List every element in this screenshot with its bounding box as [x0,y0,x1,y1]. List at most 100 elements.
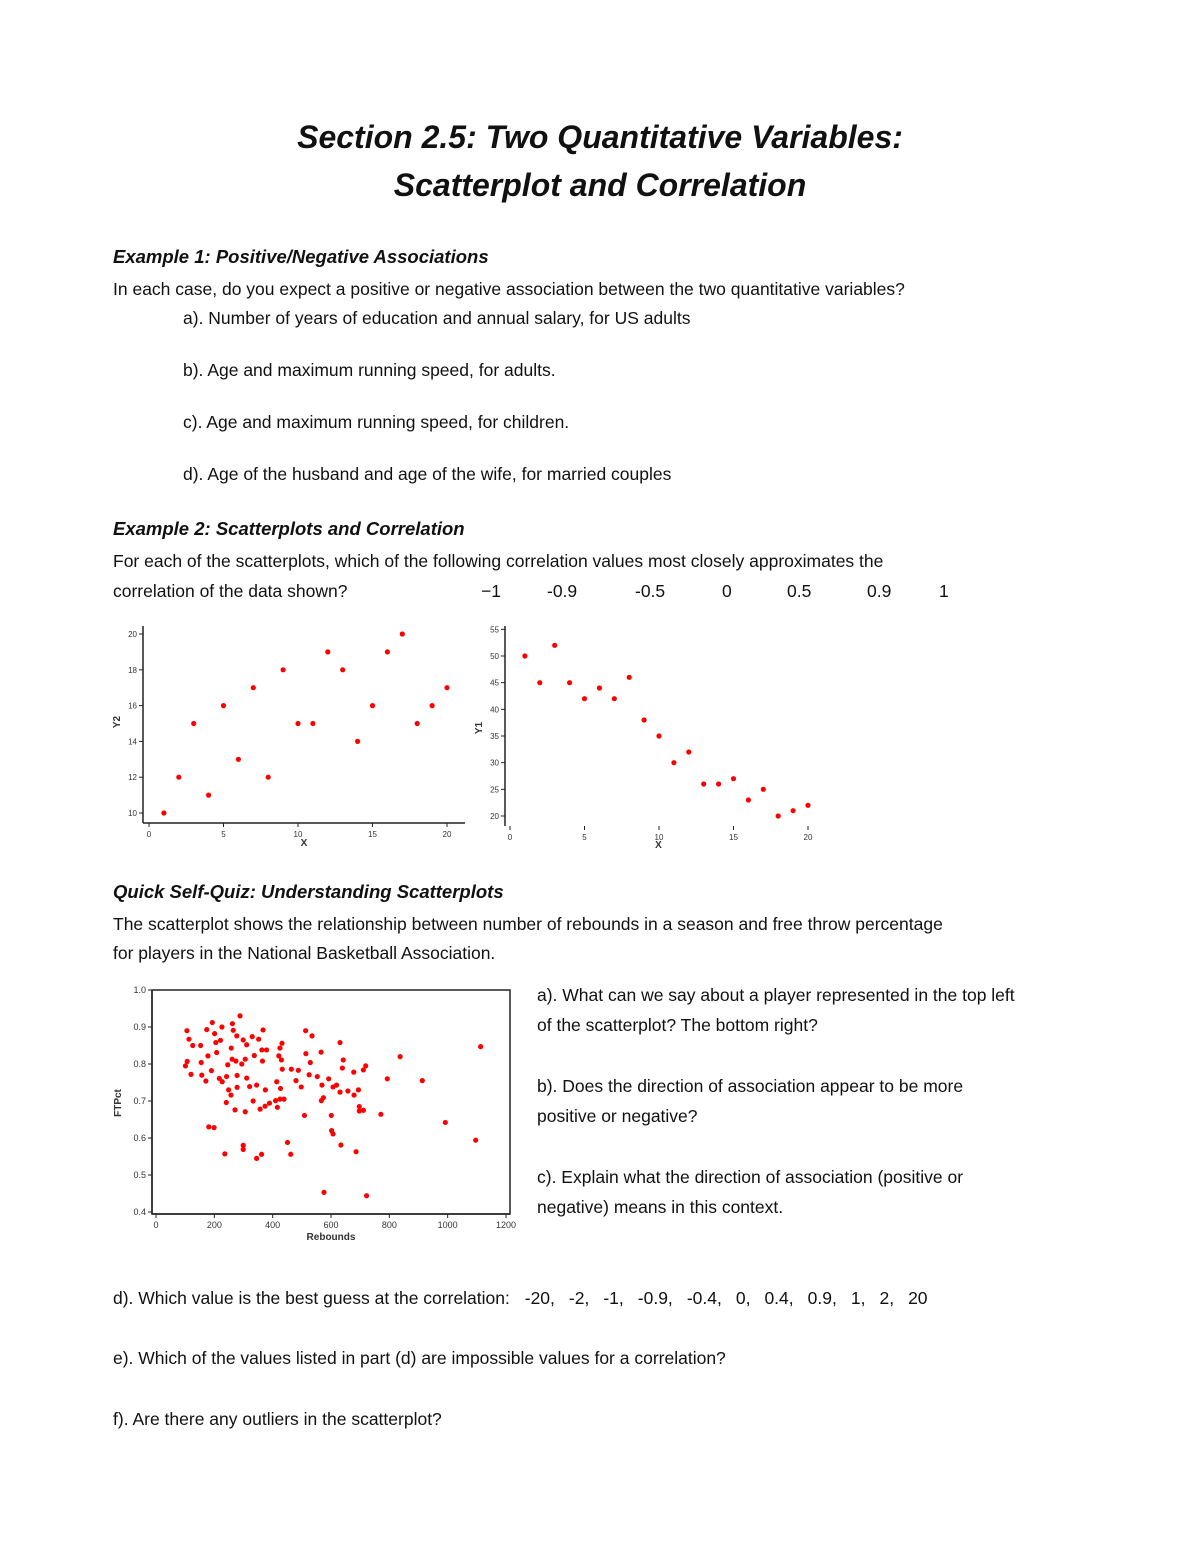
quiz-heading: Quick Self-Quiz: Understanding Scatterpl… [113,881,504,902]
chart1-data-point [384,649,390,655]
chart3-data-point [298,1084,304,1090]
chart1-data-point [414,720,420,727]
choice: -0.9 [547,581,578,601]
chart1-data-point [206,792,212,798]
chart2-data-point [641,717,647,723]
quiz-d-value: -0.4, [686,1288,722,1308]
chart3-y-tick-label: 0.6 [133,1133,146,1143]
chart2-data-point [701,781,707,787]
chart3-data-point [363,1063,369,1069]
example1-heading: Example 1: Positive/Negative Association… [113,246,489,267]
chart3-data-point [333,1082,340,1088]
chart3-data-point [384,1076,390,1082]
chart3-data-point [345,1088,351,1094]
chart3-data-point [473,1137,479,1143]
chart3-data-point [378,1111,384,1117]
chart3-data-point [338,1142,344,1148]
chart3-data-point [277,1096,283,1102]
chart2-data-point [686,749,692,755]
chart2-y-tick-label: 20 [490,812,499,821]
chart3-data-point [234,1084,240,1090]
chart3-y-tick-label: 0.4 [133,1207,146,1217]
quiz-d-value: 0, [735,1288,751,1308]
page-title-line1: Section 2.5: Two Quantitative Variables: [297,119,903,155]
quiz-d-value: -2, [568,1288,590,1308]
quiz-d-value: -0.9, [637,1288,673,1308]
chart2-data-point [611,696,617,702]
chart3-x-axis-label: Rebounds [307,1232,356,1243]
chart3-data-point [284,1139,291,1146]
chart1-data-point [325,649,331,655]
choice: -0.5 [635,581,666,601]
chart3-data-point [229,1021,236,1027]
chart1-data-point [295,720,301,727]
chart3-data-point [206,1124,212,1130]
chart3-data-point [288,1151,294,1157]
chart1-data-point [399,631,405,637]
quiz-a-line2: of the scatterplot? The bottom right? [537,1015,818,1035]
chart3-data-point [237,1013,243,1019]
chart3-data-point [258,1151,265,1157]
chart3-data-point [225,1062,231,1068]
chart3-data-point [244,1075,250,1081]
chart3-data-point [272,1098,279,1104]
chart1-y-axis-label: Y2 [112,715,123,728]
chart3-data-point [249,1034,255,1040]
chart1-data-point [369,703,376,709]
quiz-d-value: 2, [879,1288,895,1308]
chart3-data-point [254,1082,260,1088]
chart3-data-point [184,1028,190,1034]
chart3-data-point [223,1073,230,1080]
chart3-data-point [247,1083,253,1090]
chart3-data-point [204,1026,210,1033]
chart3-data-point [330,1131,336,1137]
example1-item-c: c). Age and maximum running speed, for c… [183,412,570,432]
chart2-data-point [581,696,588,702]
chart3-data-point [277,1045,283,1051]
chart3-data-point [478,1044,484,1050]
chart3-data-point [260,1027,266,1033]
chart3-data-point [242,1109,248,1115]
quiz-b-line2: positive or negative? [537,1106,698,1126]
chart3-data-point [351,1069,357,1075]
chart3-data-point [182,1063,189,1069]
chart3-data-point [337,1089,343,1095]
chart3-x-tick-label: 0 [153,1220,158,1230]
chart3-data-point [279,1066,285,1072]
chart3-data-point [190,1042,196,1049]
chart1-data-point [161,810,167,816]
chart2-data-point [716,781,722,787]
quiz-d-value: 1, [850,1288,866,1308]
chart3-x-tick-label: 600 [323,1220,338,1230]
quiz-d-value: -20, [524,1288,555,1308]
page-title-line2: Scatterplot and Correlation [393,167,807,203]
choice: 0 [722,581,732,601]
chart3-data-point [356,1108,362,1114]
chart3-data-point [254,1155,260,1161]
chart3-y-tick-label: 0.5 [133,1170,146,1180]
example2-prompt-line2: correlation of the data shown? [113,581,348,601]
chart3-data-point [274,1104,280,1110]
chart3-data-point [240,1037,246,1043]
chart3-data-point [199,1072,205,1078]
quiz-intro-line1: The scatterplot shows the relationship b… [113,914,943,934]
chart3-data-point [219,1079,225,1085]
chart1-y-tick-label: 18 [128,666,137,675]
chart3-data-point [233,1058,239,1064]
example1-item-d: d). Age of the husband and age of the wi… [183,464,672,484]
chart1-y-tick-label: 16 [128,702,137,711]
chart3-data-point [217,1037,224,1043]
chart3-data-point [360,1107,366,1113]
quiz-c-line2: negative) means in this context. [537,1197,784,1217]
chart3-data-point [339,1065,345,1071]
chart3-data-point [274,1079,280,1085]
chart1-y-tick-label: 10 [128,809,137,818]
chart3-data-point [397,1054,403,1060]
chart3-data-point [301,1112,308,1119]
chart1-y-tick-label: 20 [128,630,137,639]
chart3-data-point [257,1106,263,1112]
chart2-y-tick-label: 55 [490,625,499,634]
chart1-data-point [355,738,361,745]
chart1-y-tick-label: 14 [128,737,137,746]
chart1-data-point [429,703,435,709]
